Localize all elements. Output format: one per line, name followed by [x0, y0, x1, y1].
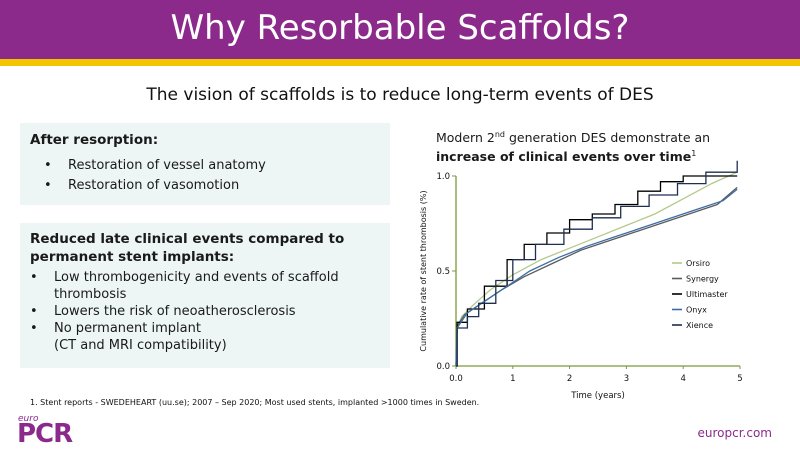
chart-caption-line2: increase of clinical events over time1 [436, 146, 776, 165]
reduced-events-box: Reduced late clinical events compared to… [20, 223, 390, 368]
y-tick-label: 0.0 [436, 362, 450, 372]
x-tick-label: 4 [680, 374, 685, 384]
reduced-events-heading: Reduced late clinical events compared to… [30, 231, 345, 265]
header-bar: Why Resorbable Scaffolds? [0, 0, 800, 59]
x-axis-label: Time (years) [570, 391, 625, 400]
bullet-text: Restoration of vessel anatomy [68, 158, 266, 173]
x-tick-label: 0.0 [449, 374, 463, 384]
caption-bold-text: increase of clinical events over time [436, 149, 692, 165]
chart-caption-line1: Modern 2nd generation DES demonstrate an [436, 127, 776, 146]
caption-text: generation DES demonstrate an [504, 130, 711, 146]
bullet-text: Low thrombogenicity and events of scaffo… [54, 270, 339, 285]
logo-small-text: euro [18, 414, 39, 424]
caption-text: Modern 2 [436, 130, 495, 146]
legend-label-synergy: Synergy [686, 275, 719, 284]
x-tick-label: 1 [510, 374, 515, 384]
bullet-text-continued: thrombosis [54, 287, 127, 302]
slide-title: Why Resorbable Scaffolds? [170, 8, 630, 48]
after-resorption-box: After resorption: • Restoration of vesse… [20, 123, 390, 205]
footnote: 1. Stent reports - SWEDEHEART (uu.se); 2… [30, 398, 480, 407]
bullet-dot-icon: • [30, 321, 38, 336]
bullet-text-continued: (CT and MRI compatibility) [54, 338, 227, 353]
series-line-orsiro [455, 171, 738, 367]
y-tick-label: 0.5 [436, 267, 450, 277]
x-tick-label: 3 [624, 374, 629, 384]
legend-label-orsiro: Orsiro [686, 259, 710, 268]
logo-big-text: PCR [17, 419, 73, 449]
chart-caption: Modern 2nd generation DES demonstrate an… [436, 127, 776, 165]
x-tick-label: 2 [567, 374, 572, 384]
series-line-xience [456, 160, 738, 367]
series-line-ultimaster [456, 175, 738, 367]
legend-label-xience: Xience [686, 321, 713, 330]
legend-label-onyx: Onyx [686, 306, 707, 315]
site-url: europcr.com [697, 426, 773, 440]
caption-superscript: nd [494, 130, 505, 139]
slide-subtitle: The vision of scaffolds is to reduce lon… [146, 85, 654, 105]
after-resorption-heading: After resorption: [30, 132, 159, 148]
series-line-onyx [455, 188, 738, 367]
y-axis-label: Cumulative rate of stent thrombosis (%) [419, 190, 428, 351]
y-tick-label: 1.0 [436, 172, 450, 182]
bullet-dot-icon: • [44, 158, 52, 173]
bullet-text: Lowers the risk of neoatherosclerosis [54, 304, 296, 319]
bullet-dot-icon: • [30, 304, 38, 319]
bullet-text: No permanent implant [54, 321, 201, 336]
bullet-dot-icon: • [30, 270, 38, 285]
bullet-dot-icon: • [44, 178, 52, 193]
x-tick-label: 5 [737, 374, 742, 384]
header-stripe [0, 59, 800, 66]
stent-thrombosis-chart: 0.0 0.5 1.0 0.0 1 2 3 4 5 Time (years) Cumulative … [419, 160, 743, 400]
legend-label-ultimaster: Ultimaster [686, 290, 728, 299]
caption-superscript: 1 [691, 149, 697, 159]
bullet-text: Restoration of vasomotion [68, 178, 240, 193]
